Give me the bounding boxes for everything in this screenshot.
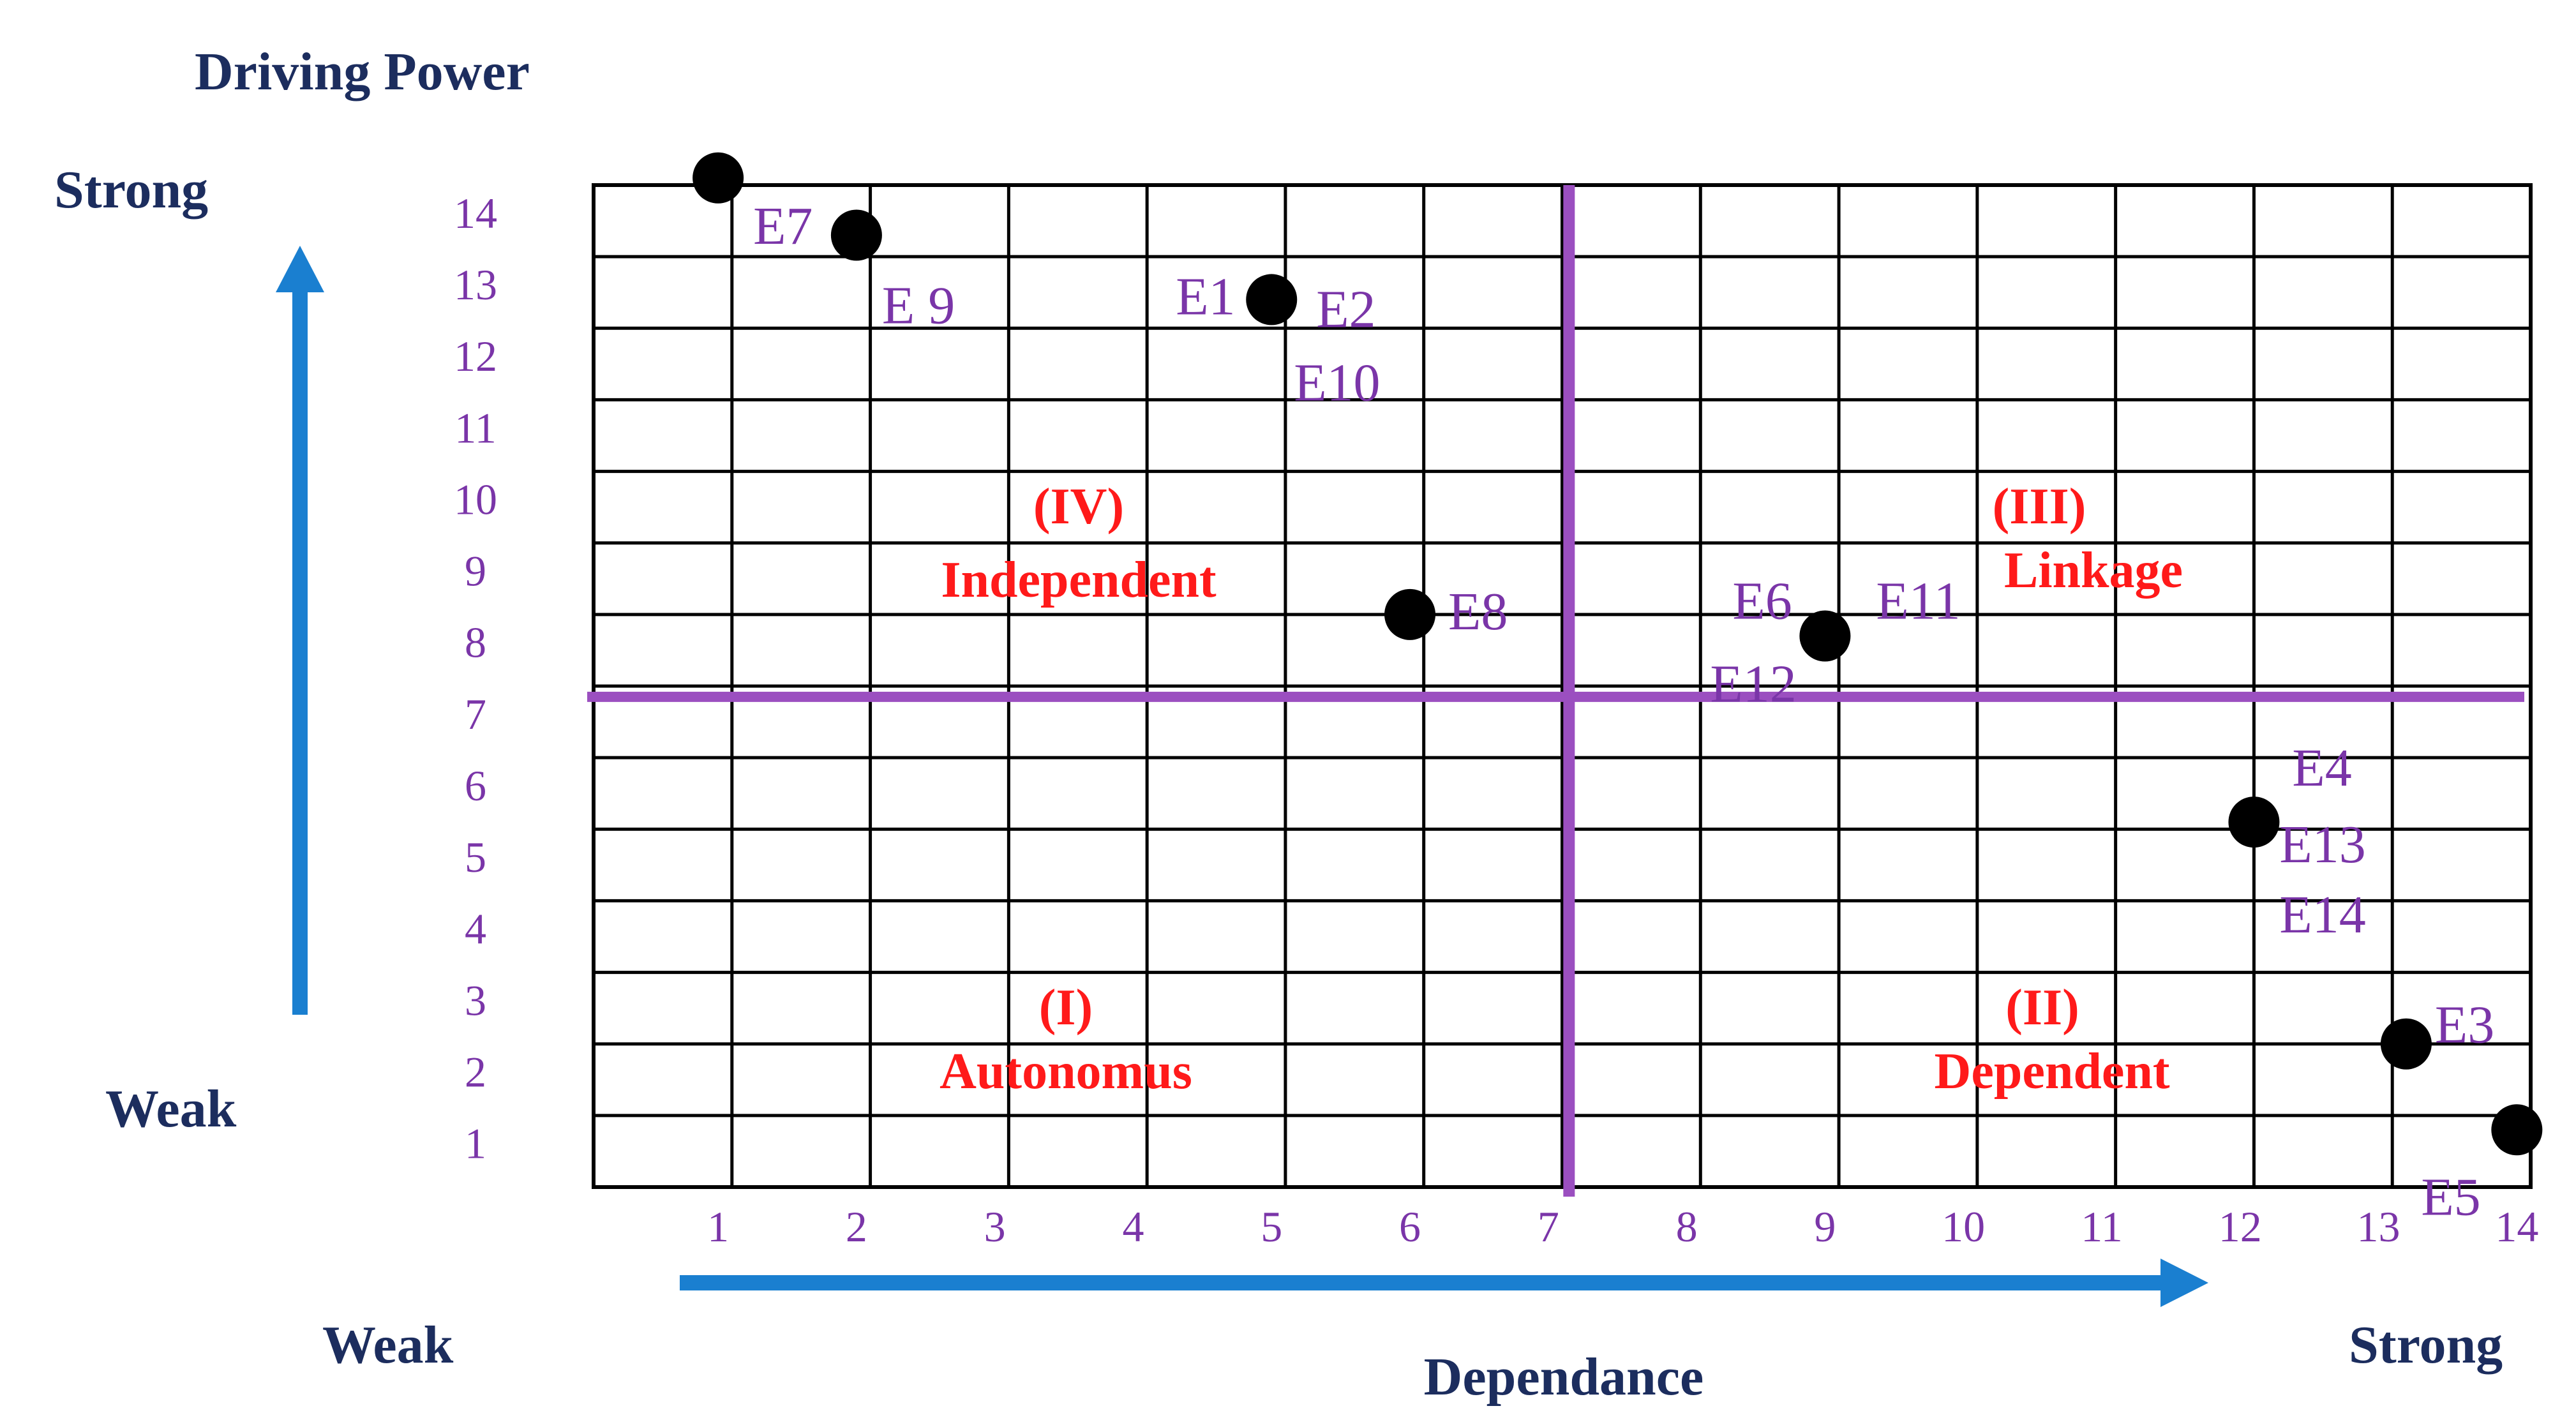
- data-point: [830, 209, 882, 261]
- point-label: E1: [1176, 267, 1235, 326]
- y-strong-label: Strong: [54, 160, 208, 220]
- data-point: [2380, 1018, 2432, 1070]
- quadrant-dividers: [587, 185, 2524, 1197]
- x-tick-label: 10: [1942, 1202, 1985, 1251]
- x-strong-label: Strong: [2349, 1315, 2503, 1375]
- y-tick-label: 1: [465, 1119, 486, 1168]
- point-label: E4: [2292, 738, 2351, 798]
- quadrant-numeral: (IV): [1033, 479, 1124, 535]
- x-tick-label: 14: [2495, 1202, 2538, 1251]
- point-label: E5: [2421, 1167, 2480, 1227]
- y-tick-label: 8: [465, 618, 486, 667]
- y-axis-arrow: [276, 246, 324, 1015]
- x-tick-label: 7: [1538, 1202, 1559, 1251]
- point-label: E2: [1316, 280, 1375, 339]
- data-points: [693, 152, 2543, 1156]
- data-point: [2228, 796, 2280, 848]
- y-tick-label: 5: [465, 833, 486, 881]
- point-label: E10: [1294, 353, 1380, 412]
- y-axis-title: Driving Power: [195, 42, 530, 101]
- quadrant-name: Autonomus: [940, 1043, 1192, 1100]
- y-tick-label: 4: [465, 904, 486, 953]
- quadrant-name: Linkage: [2004, 542, 2183, 599]
- x-tick-label: 2: [846, 1202, 867, 1251]
- data-point: [1246, 274, 1298, 325]
- point-label: E13: [2279, 815, 2365, 874]
- x-weak-label: Weak: [322, 1315, 454, 1375]
- point-label: E6: [1732, 572, 1792, 631]
- quadrant-independent: (IV) Independent: [941, 479, 1217, 608]
- y-tick-label: 9: [465, 547, 486, 595]
- quadrant-linkage: (III) Linkage: [1993, 479, 2183, 599]
- data-point: [1384, 588, 1436, 640]
- data-point: [1799, 610, 1851, 662]
- y-tick-label: 10: [454, 475, 497, 523]
- point-label: E12: [1710, 655, 1796, 714]
- x-tick-label: 6: [1399, 1202, 1421, 1251]
- data-point: [2491, 1104, 2543, 1156]
- y-tick-label: 3: [465, 976, 486, 1024]
- quadrant-dependent: (II) Dependent: [1935, 980, 2170, 1100]
- x-axis-title: Dependance: [1424, 1347, 1704, 1407]
- y-weak-label: Weak: [105, 1079, 237, 1139]
- y-arrow-head: [276, 246, 324, 292]
- data-point: [693, 152, 744, 204]
- point-label: E 9: [882, 276, 955, 336]
- y-tick-label: 12: [454, 332, 497, 380]
- x-tick-label: 13: [2357, 1202, 2400, 1251]
- x-axis-arrow: [680, 1259, 2208, 1307]
- quadrant-numeral: (III): [1993, 479, 2086, 535]
- grid: [592, 183, 2533, 1189]
- quadrant-name: Independent: [941, 552, 1217, 608]
- x-tick-label: 12: [2219, 1202, 2262, 1251]
- x-tick-label: 3: [984, 1202, 1006, 1251]
- x-tick-label: 5: [1261, 1202, 1282, 1251]
- y-tick-label: 7: [465, 690, 486, 738]
- y-tick-label: 11: [454, 403, 496, 452]
- point-label: E7: [753, 197, 812, 256]
- y-tick-label: 2: [465, 1048, 486, 1096]
- quadrant-autonomus: (I) Autonomus: [940, 980, 1192, 1100]
- quadrant-name: Dependent: [1935, 1043, 2170, 1100]
- y-tick-label: 6: [465, 761, 486, 810]
- x-tick-label: 11: [2081, 1202, 2122, 1251]
- x-tick-label: 4: [1122, 1202, 1144, 1251]
- y-tick-label: 13: [454, 260, 497, 309]
- point-labels: E7 E 9 E1 E2 E10 E8 E6 E11 E12 E4 E13 E14 E3 E5: [753, 197, 2494, 1227]
- x-arrow-head: [2160, 1259, 2208, 1307]
- quadrant-numeral: (I): [1039, 980, 1093, 1036]
- point-label: E14: [2279, 885, 2365, 945]
- x-tick-labels: 1 2 3 4 5 6 7 8 9 10 11 12 13 14: [707, 1202, 2538, 1251]
- point-label: E11: [1876, 572, 1960, 631]
- x-tick-label: 9: [1814, 1202, 1836, 1251]
- x-tick-label: 1: [707, 1202, 729, 1251]
- y-tick-label: 14: [454, 189, 497, 237]
- point-label: E8: [1448, 582, 1508, 641]
- x-tick-label: 8: [1676, 1202, 1698, 1251]
- quadrant-numeral: (II): [2005, 980, 2079, 1036]
- point-label: E3: [2435, 996, 2494, 1055]
